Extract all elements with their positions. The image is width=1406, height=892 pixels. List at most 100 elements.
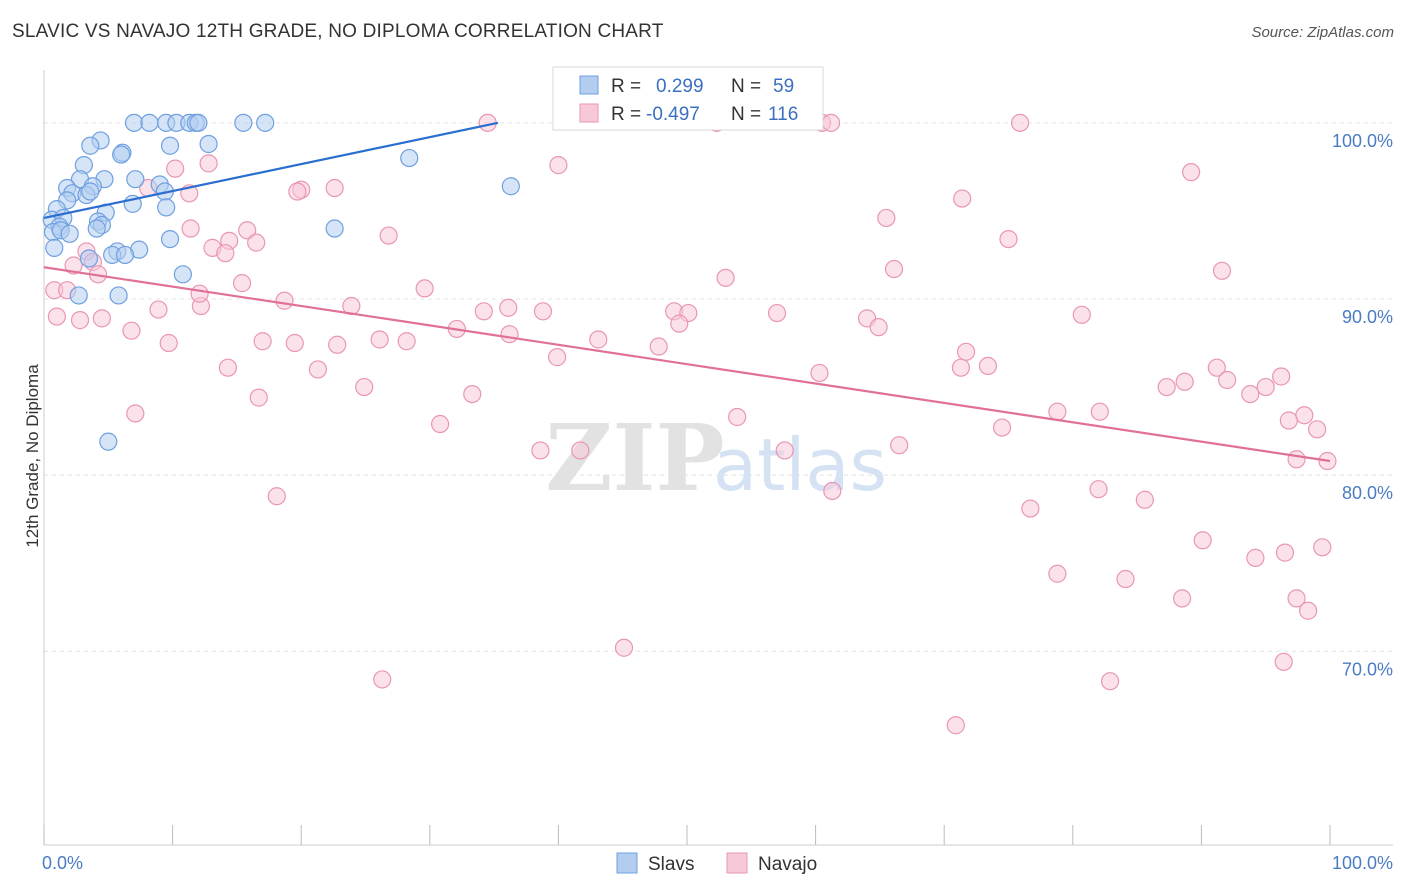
- legend-n-label-slavs: N =: [731, 76, 761, 97]
- series-legend-swatch-slavs: [616, 852, 638, 874]
- data-point-navajo: [1207, 358, 1226, 377]
- data-point-navajo: [716, 268, 735, 287]
- data-point-navajo: [821, 113, 841, 132]
- data-point-navajo: [571, 441, 590, 460]
- data-point-navajo: [1313, 538, 1332, 557]
- data-point-navajo: [614, 638, 634, 657]
- data-point-navajo: [1193, 531, 1212, 550]
- legend-n-value-slavs: 59: [773, 76, 794, 97]
- watermark-zip: ZIP: [545, 404, 724, 512]
- data-point-navajo: [430, 414, 450, 434]
- legend-swatch-slavs: [579, 75, 599, 95]
- y-axis-title: 12th Grade, No Diploma: [23, 364, 42, 548]
- data-point-slavs: [501, 177, 520, 196]
- data-point-navajo: [216, 244, 235, 263]
- series-legend-swatch-navajo: [726, 852, 748, 874]
- watermark-atlas: atlas: [713, 423, 887, 507]
- data-point-navajo: [1256, 377, 1275, 397]
- data-point-slavs: [99, 432, 118, 451]
- data-point-slavs: [160, 136, 180, 155]
- data-point-navajo: [1048, 564, 1067, 583]
- data-point-navajo: [1279, 411, 1298, 430]
- data-point-navajo: [810, 363, 829, 383]
- data-point-slavs: [157, 198, 176, 217]
- data-point-navajo: [474, 302, 493, 321]
- data-point-slavs: [81, 182, 100, 201]
- data-point-slavs: [140, 113, 159, 132]
- data-point-navajo: [1275, 543, 1295, 562]
- data-point-slavs: [234, 113, 253, 132]
- data-point-slavs: [87, 219, 106, 238]
- data-point-navajo: [1295, 406, 1314, 425]
- legend-n-label-navajo: N =: [731, 104, 761, 125]
- data-point-slavs: [189, 113, 208, 132]
- data-point-navajo: [370, 330, 389, 349]
- x-tick-label-min: 0.0%: [42, 853, 83, 873]
- data-point-slavs: [45, 238, 64, 257]
- data-point-navajo: [232, 274, 252, 293]
- data-point-navajo: [767, 303, 787, 323]
- data-point-slavs: [79, 249, 99, 268]
- y-tick-labels: 100.0% 90.0% 80.0% 70.0%: [1332, 131, 1393, 679]
- data-point-navajo: [877, 208, 896, 228]
- data-point-navajo: [549, 156, 568, 175]
- data-point-navajo: [379, 226, 398, 245]
- data-points: [42, 113, 1337, 735]
- series-legend: Slavs Navajo: [616, 852, 817, 875]
- y-tick-label: 90.0%: [1342, 307, 1393, 327]
- data-point-navajo: [999, 229, 1018, 249]
- data-point-navajo: [1287, 589, 1306, 608]
- data-point-navajo: [308, 360, 328, 379]
- data-point-navajo: [548, 348, 567, 367]
- data-point-navajo: [823, 481, 842, 501]
- data-point-navajo: [247, 233, 266, 252]
- data-point-navajo: [1241, 384, 1260, 404]
- data-point-navajo: [1100, 672, 1120, 691]
- data-point-navajo: [190, 284, 209, 303]
- data-point-navajo: [397, 332, 416, 351]
- data-point-navajo: [1212, 261, 1232, 280]
- data-point-navajo: [238, 221, 257, 240]
- data-point-navajo: [463, 384, 482, 404]
- data-point-navajo: [166, 159, 185, 178]
- data-point-navajo: [1021, 499, 1040, 518]
- data-point-navajo: [64, 256, 83, 275]
- data-point-navajo: [415, 279, 434, 298]
- data-point-slavs: [115, 245, 135, 265]
- data-point-navajo: [1175, 372, 1194, 391]
- data-point-navajo: [884, 259, 904, 279]
- data-point-navajo: [355, 377, 374, 397]
- data-point-navajo: [1299, 601, 1318, 620]
- data-point-slavs: [173, 265, 192, 284]
- data-point-navajo: [1157, 377, 1176, 397]
- data-point-navajo: [728, 407, 747, 427]
- data-point-navajo: [869, 318, 888, 337]
- data-point-navajo: [47, 307, 66, 326]
- data-point-navajo: [531, 441, 550, 460]
- data-point-navajo: [181, 219, 200, 238]
- series-legend-label-navajo: Navajo: [758, 854, 817, 875]
- data-point-navajo: [267, 487, 286, 506]
- legend-r-label-slavs: R =: [611, 76, 641, 97]
- data-point-slavs: [160, 229, 180, 249]
- data-point-navajo: [946, 716, 965, 735]
- data-point-navajo: [589, 330, 608, 349]
- data-point-slavs: [400, 148, 419, 168]
- data-point-slavs: [256, 113, 275, 132]
- legend-r-label-navajo: R =: [611, 104, 641, 125]
- data-point-navajo: [500, 325, 519, 344]
- data-point-navajo: [1010, 113, 1030, 132]
- data-point-navajo: [1246, 548, 1265, 567]
- series-legend-label-slavs: Slavs: [648, 854, 694, 875]
- data-point-navajo: [1218, 370, 1237, 390]
- legend-swatch-navajo: [579, 103, 599, 123]
- data-point-navajo: [328, 335, 347, 354]
- data-point-navajo: [325, 178, 344, 198]
- data-point-navajo: [992, 418, 1012, 437]
- x-tick-label-max: 100.0%: [1332, 853, 1393, 873]
- data-point-navajo: [92, 309, 111, 328]
- axes: [43, 70, 1393, 846]
- data-point-navajo: [126, 404, 145, 423]
- data-point-navajo: [218, 358, 237, 377]
- data-point-navajo: [953, 189, 972, 208]
